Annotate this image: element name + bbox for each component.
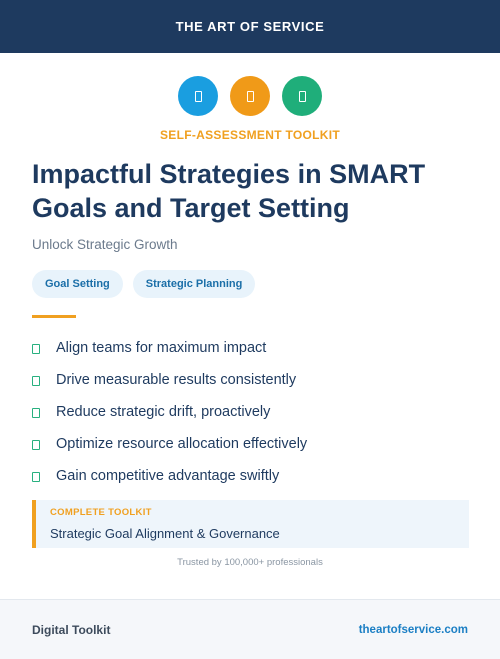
accent-divider xyxy=(32,315,76,318)
document-icon xyxy=(246,90,254,102)
page-footer: Digital Toolkit theartofservice.com xyxy=(0,599,500,659)
page-subtitle: Unlock Strategic Growth xyxy=(32,237,178,252)
footer-website-link[interactable]: theartofservice.com xyxy=(358,623,468,636)
green-badge-icon xyxy=(282,76,322,116)
orange-badge-icon xyxy=(230,76,270,116)
blue-badge-icon xyxy=(178,76,218,116)
toolkit-kicker: SELF-ASSESSMENT TOOLKIT xyxy=(159,128,341,142)
brand-name: THE ART OF SERVICE xyxy=(175,19,325,34)
check-icon xyxy=(32,471,40,482)
benefit-item: Optimize resource allocation effectively xyxy=(32,428,307,460)
footer-label: Digital Toolkit xyxy=(32,622,111,637)
callout-label: COMPLETE TOOLKIT xyxy=(50,507,152,518)
document-icon xyxy=(194,90,202,102)
benefit-text: Reduce strategic drift, proactively xyxy=(56,404,271,420)
benefit-text: Optimize resource allocation effectively xyxy=(56,436,308,452)
benefit-item: Align teams for maximum impact xyxy=(32,332,307,364)
benefit-text: Align teams for maximum impact xyxy=(56,340,267,356)
tag-strategic-planning[interactable]: Strategic Planning xyxy=(132,270,256,298)
trust-note: Trusted by 100,000+ professionals xyxy=(177,557,323,568)
check-icon xyxy=(32,343,40,354)
tag-list: Goal Setting Strategic Planning xyxy=(32,270,256,298)
benefit-item: Drive measurable results consistently xyxy=(32,364,307,396)
check-icon xyxy=(32,407,40,418)
check-icon xyxy=(32,375,40,386)
check-icon xyxy=(32,439,40,450)
tag-goal-setting[interactable]: Goal Setting xyxy=(32,270,123,298)
document-icon xyxy=(298,90,306,102)
callout-text: Strategic Goal Alignment & Governance xyxy=(50,526,280,541)
page-title: Impactful Strategies in SMART Goals and … xyxy=(32,159,426,223)
benefit-text: Gain competitive advantage swiftly xyxy=(56,468,280,484)
benefit-list: Align teams for maximum impact Drive mea… xyxy=(32,332,307,492)
benefit-item: Reduce strategic drift, proactively xyxy=(32,396,307,428)
icon-row xyxy=(0,76,500,116)
top-banner: THE ART OF SERVICE xyxy=(0,0,500,53)
benefit-text: Drive measurable results consistently xyxy=(56,372,297,388)
benefit-item: Gain competitive advantage swiftly xyxy=(32,460,307,492)
toolkit-callout: COMPLETE TOOLKIT Strategic Goal Alignmen… xyxy=(32,500,469,548)
